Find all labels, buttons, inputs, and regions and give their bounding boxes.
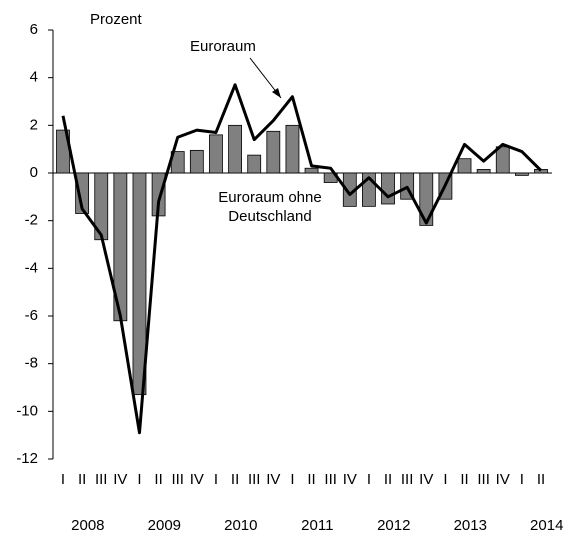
x-tick-label: II [460, 471, 468, 488]
x-tick-label: III [477, 471, 490, 488]
y-tick-label: -6 [25, 307, 38, 324]
x-tick-label: I [214, 471, 218, 488]
x-tick-label: IV [190, 471, 204, 488]
x-tick-label: II [307, 471, 315, 488]
x-tick-label: II [537, 471, 545, 488]
y-tick-label: 4 [30, 69, 38, 86]
x-tick-label: III [171, 471, 184, 488]
x-tick-label: IV [496, 471, 510, 488]
x-tick-label: I [137, 471, 141, 488]
x-tick-label: III [95, 471, 108, 488]
bar [381, 172, 395, 205]
y-tick-label: -8 [25, 355, 38, 372]
bar [228, 124, 242, 174]
bar [419, 172, 434, 226]
x-tick-label: I [443, 471, 447, 488]
x-tick-label: III [401, 471, 414, 488]
bar [457, 158, 472, 174]
year-label: 2013 [454, 517, 487, 534]
y-tick-label: 2 [30, 116, 38, 133]
bar [514, 172, 529, 176]
year-label: 2009 [148, 517, 181, 534]
y-tick-label: -12 [16, 450, 38, 467]
y-tick-label: -10 [16, 402, 38, 419]
y-tick-label: -2 [25, 212, 38, 229]
bar [285, 124, 300, 174]
x-tick-label: I [367, 471, 371, 488]
bar-annotation: Euroraum ohne Deutschland [218, 189, 322, 225]
bar [132, 172, 147, 396]
x-tick-label: IV [419, 471, 433, 488]
bar [304, 167, 319, 174]
x-tick-label: II [384, 471, 392, 488]
bar [209, 134, 223, 174]
year-label: 2008 [71, 517, 104, 534]
y-tick-label: 0 [30, 164, 38, 181]
x-tick-label: II [154, 471, 162, 488]
year-label: 2011 [301, 517, 333, 534]
bar-annotation-box: Euroraum ohne Deutschland [218, 189, 322, 225]
y-tick-label: -4 [25, 259, 38, 276]
x-tick-label: I [290, 471, 294, 488]
bar [476, 169, 491, 174]
line [61, 83, 543, 435]
x-tick-label: IV [113, 471, 127, 488]
bar [247, 154, 262, 174]
x-tick-label: II [231, 471, 239, 488]
year-label: 2012 [377, 517, 410, 534]
x-tick-label: I [61, 471, 65, 488]
y-axis-label: Prozent [90, 11, 143, 28]
annotation-arrowhead [272, 88, 281, 98]
x-tick-label: IV [343, 471, 357, 488]
year-label: 2014 [530, 517, 563, 534]
x-tick-label: I [520, 471, 524, 488]
year-label: 2010 [224, 517, 257, 534]
bar [75, 172, 90, 214]
bar [266, 130, 281, 174]
bar [189, 149, 204, 174]
line-annotation: Euroraum [190, 38, 256, 55]
x-tick-label: IV [266, 471, 280, 488]
x-tick-label: III [324, 471, 337, 488]
y-tick-label: 6 [30, 21, 38, 38]
x-tick-label: II [78, 471, 86, 488]
bar [495, 146, 510, 174]
x-tick-label: III [248, 471, 261, 488]
